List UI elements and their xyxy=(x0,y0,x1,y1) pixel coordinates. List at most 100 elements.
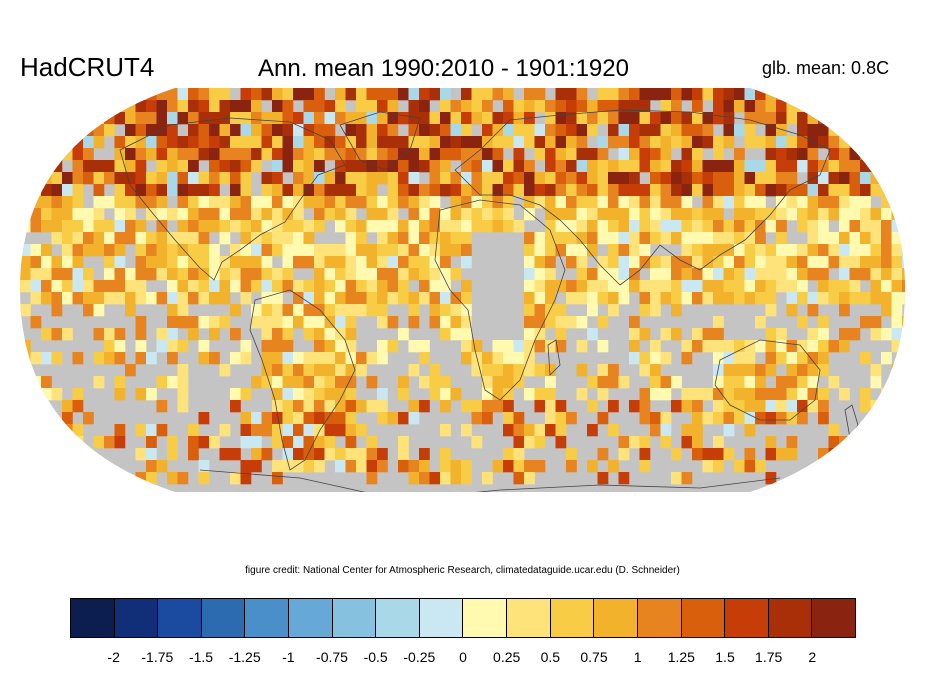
grid-cell xyxy=(713,256,724,269)
grid-cell xyxy=(723,400,735,413)
grid-cell xyxy=(282,280,294,293)
grid-cell xyxy=(335,208,346,221)
grid-cell xyxy=(576,280,588,293)
grid-cell xyxy=(650,184,661,197)
grid-cell xyxy=(356,268,367,281)
grid-cell xyxy=(891,292,903,305)
grid-cell xyxy=(356,364,367,377)
grid-cell xyxy=(72,124,84,137)
grid-cell xyxy=(744,160,756,173)
grid-cell xyxy=(219,124,231,137)
grid-cell xyxy=(62,148,73,161)
grid-cell xyxy=(398,328,409,341)
grid-cell xyxy=(734,172,745,185)
grid-cell xyxy=(93,196,105,209)
grid-cell xyxy=(524,232,535,245)
grid-cell xyxy=(377,292,388,305)
grid-cell xyxy=(303,328,315,341)
grid-cell xyxy=(387,340,399,353)
grid-cell xyxy=(51,208,63,221)
grid-cell xyxy=(891,160,903,173)
grid-cell xyxy=(797,412,808,425)
grid-cell xyxy=(692,88,703,101)
grid-cell xyxy=(765,364,777,377)
grid-cell xyxy=(156,196,168,209)
grid-cell xyxy=(639,100,651,113)
grid-cell xyxy=(891,244,903,257)
grid-cell xyxy=(450,244,462,257)
grid-cell xyxy=(209,208,220,221)
colorbar-tick-label: -0.5 xyxy=(363,649,388,665)
grid-cell xyxy=(776,124,787,137)
grid-cell xyxy=(104,124,115,137)
grid-cell xyxy=(776,448,787,461)
grid-cell xyxy=(461,328,472,341)
grid-cell xyxy=(135,340,147,353)
grid-cell xyxy=(692,256,703,269)
grid-cell xyxy=(230,172,241,185)
grid-cell xyxy=(366,376,378,389)
grid-cell xyxy=(335,100,346,113)
grid-cell xyxy=(324,172,336,185)
grid-cell xyxy=(62,220,73,233)
grid-cell xyxy=(261,340,273,353)
grid-cell xyxy=(314,352,325,365)
grid-cell xyxy=(860,196,871,209)
grid-cell xyxy=(429,124,441,137)
grid-cell xyxy=(692,340,703,353)
grid-cell xyxy=(177,280,189,293)
grid-cell xyxy=(41,268,52,281)
grid-cell xyxy=(786,364,798,377)
grid-cell xyxy=(797,196,808,209)
grid-cell xyxy=(188,196,199,209)
grid-cell xyxy=(408,292,420,305)
grid-cell xyxy=(744,376,756,389)
grid-cell xyxy=(807,112,819,125)
grid-cell xyxy=(261,220,273,233)
grid-cell xyxy=(83,268,94,281)
grid-cell xyxy=(125,148,136,161)
grid-cell xyxy=(503,400,514,413)
grid-cell xyxy=(188,256,199,269)
grid-cell xyxy=(881,172,892,185)
colorbar xyxy=(70,598,856,638)
grid-cell xyxy=(765,256,777,269)
grid-cell xyxy=(272,316,283,329)
grid-cell xyxy=(524,136,535,149)
grid-cell xyxy=(786,268,798,281)
grid-cell xyxy=(524,172,535,185)
grid-cell xyxy=(870,136,882,149)
grid-cell xyxy=(282,364,294,377)
grid-cell xyxy=(744,364,756,377)
grid-cell xyxy=(576,232,588,245)
grid-cell xyxy=(660,436,672,449)
grid-cell xyxy=(671,268,682,281)
grid-cell xyxy=(429,364,441,377)
grid-cell xyxy=(30,256,42,269)
grid-cell xyxy=(240,424,252,437)
grid-cell xyxy=(146,268,157,281)
grid-cell xyxy=(723,424,735,437)
grid-cell xyxy=(660,388,672,401)
grid-cell xyxy=(870,328,882,341)
grid-cell xyxy=(471,160,483,173)
grid-cell xyxy=(629,148,640,161)
grid-cell xyxy=(335,256,346,269)
grid-cell xyxy=(20,244,31,257)
grid-cell xyxy=(723,172,735,185)
grid-cell xyxy=(429,148,441,161)
grid-cell xyxy=(125,184,136,197)
grid-cell xyxy=(408,232,420,245)
grid-cell xyxy=(219,172,231,185)
grid-cell xyxy=(797,220,808,233)
grid-cell xyxy=(702,184,714,197)
grid-cell xyxy=(471,364,483,377)
grid-cell xyxy=(860,352,871,365)
grid-cell xyxy=(272,340,283,353)
grid-cell xyxy=(513,412,525,425)
grid-cell xyxy=(744,400,756,413)
grid-cell xyxy=(188,244,199,257)
grid-cell xyxy=(534,340,546,353)
grid-cell xyxy=(72,388,84,401)
grid-cell xyxy=(398,88,409,101)
